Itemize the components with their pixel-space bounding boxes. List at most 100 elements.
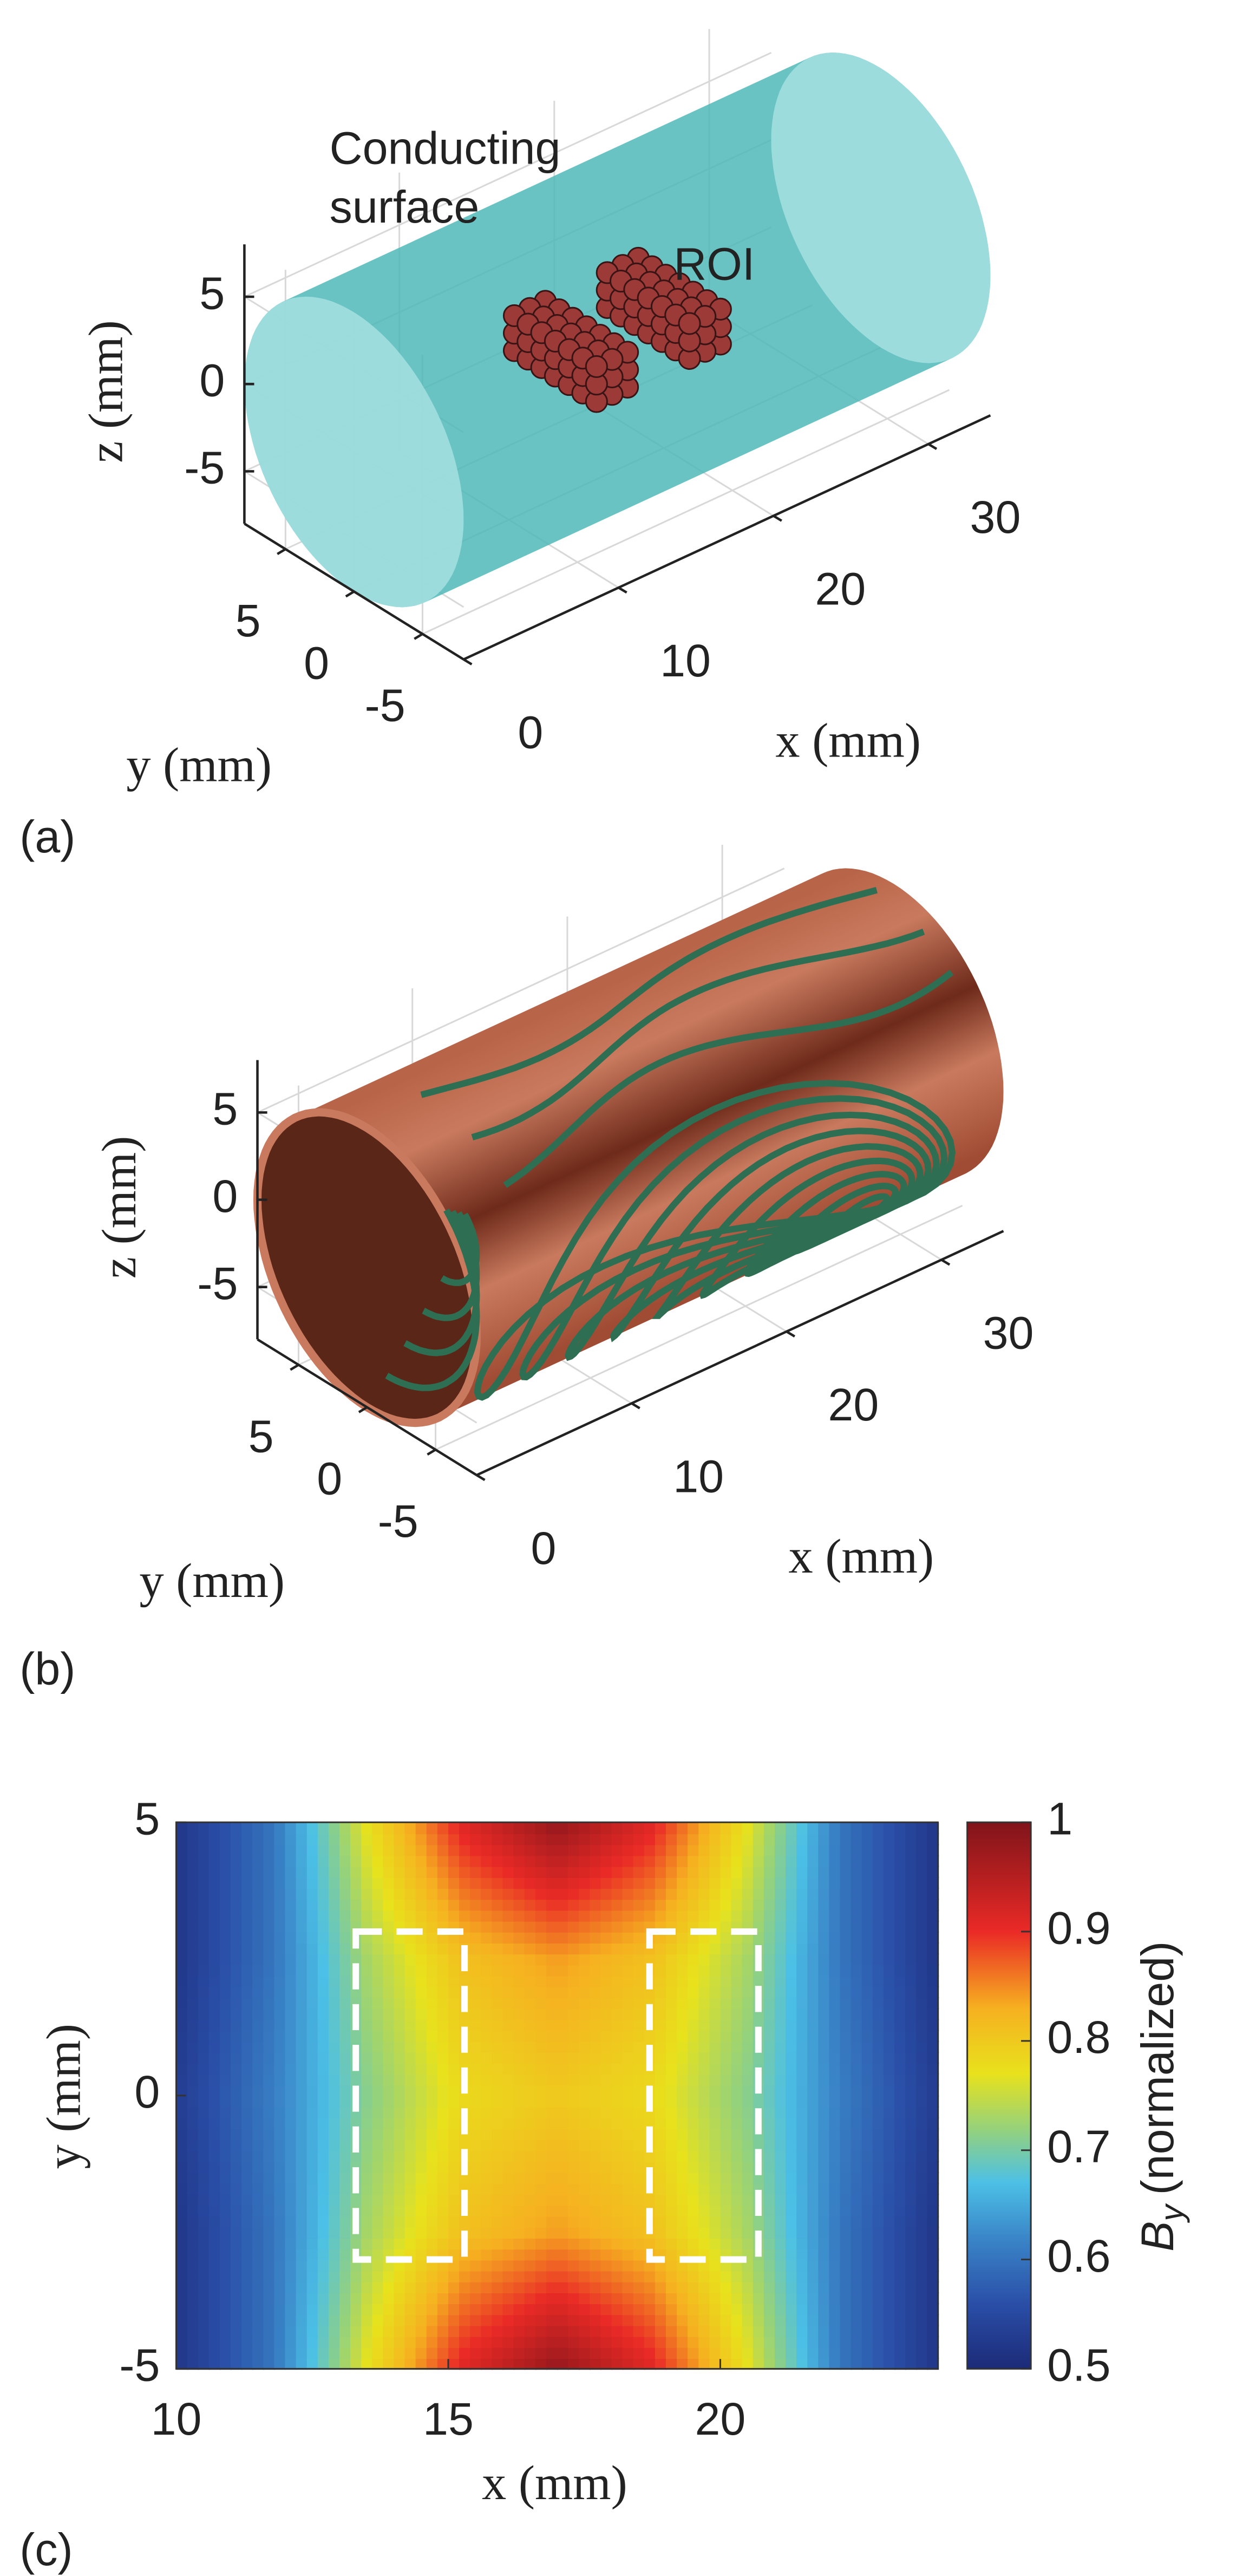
heat-cell bbox=[361, 1855, 374, 1867]
heat-cell bbox=[415, 2347, 428, 2359]
heat-cell bbox=[219, 2019, 232, 2031]
heat-cell bbox=[198, 2139, 210, 2151]
heat-cell bbox=[818, 2347, 830, 2359]
heat-cell bbox=[426, 2150, 439, 2162]
heat-cell bbox=[208, 1931, 221, 1944]
heat-cell bbox=[481, 2238, 493, 2250]
heat-cell bbox=[187, 2117, 199, 2130]
heat-cell bbox=[796, 1920, 809, 1933]
heat-cell bbox=[274, 2161, 286, 2173]
heat-cell bbox=[600, 2292, 613, 2305]
heat-cell bbox=[600, 2303, 613, 2316]
heat-cell bbox=[187, 2325, 199, 2337]
heat-cell bbox=[437, 2358, 449, 2370]
heat-cell bbox=[927, 2161, 939, 2173]
heat-cell bbox=[774, 2325, 787, 2337]
heat-cell bbox=[176, 2325, 188, 2337]
x-tick-label: 10 bbox=[673, 1451, 724, 1502]
heat-cell bbox=[394, 1997, 406, 2010]
heat-cell bbox=[633, 2215, 645, 2228]
heat-cell bbox=[763, 1866, 776, 1878]
heat-cell bbox=[198, 2117, 210, 2130]
heat-cell bbox=[470, 2194, 482, 2206]
heat-cell bbox=[916, 1877, 928, 1889]
heat-cell bbox=[894, 1964, 906, 1977]
heat-cell bbox=[633, 1942, 645, 1955]
heat-cell bbox=[263, 2019, 276, 2031]
heat-cell bbox=[404, 2347, 417, 2359]
heat-cell bbox=[274, 2063, 286, 2075]
heat-cell bbox=[763, 2292, 776, 2305]
roi-box bbox=[352, 1928, 468, 2263]
heat-cell bbox=[786, 2292, 797, 2305]
heat-cell bbox=[807, 2150, 820, 2162]
heat-cell bbox=[622, 2358, 634, 2370]
heat-cell bbox=[535, 2238, 547, 2250]
heat-cell bbox=[763, 1899, 776, 1911]
heat-cell bbox=[535, 1888, 547, 1900]
heat-cell bbox=[361, 2205, 374, 2217]
heat-cell bbox=[665, 2259, 678, 2272]
heat-cell bbox=[883, 2128, 895, 2141]
heat-cell bbox=[742, 2205, 754, 2217]
heat-cell bbox=[851, 2215, 863, 2228]
heat-cell bbox=[448, 1888, 460, 1900]
heat-cell bbox=[655, 2314, 667, 2326]
heat-cell bbox=[546, 2040, 558, 2053]
heat-cell bbox=[296, 2281, 308, 2293]
heat-cell bbox=[546, 1899, 558, 1911]
heat-cell bbox=[535, 1986, 547, 1998]
heat-cell bbox=[829, 1844, 841, 1856]
heat-cell bbox=[285, 2194, 297, 2206]
heat-cell bbox=[502, 2281, 515, 2293]
heat-cell bbox=[415, 2292, 428, 2305]
heat-cell bbox=[187, 2226, 199, 2239]
heat-cell bbox=[448, 2270, 460, 2282]
heat-cell bbox=[383, 1866, 395, 1878]
heat-cell bbox=[763, 2358, 776, 2370]
heat-cell bbox=[470, 1855, 482, 1867]
heat-cell bbox=[927, 2358, 939, 2370]
heat-cell bbox=[230, 2270, 243, 2282]
heat-cell bbox=[252, 2336, 265, 2348]
heat-cell bbox=[633, 2259, 645, 2272]
heat-cell bbox=[263, 2336, 276, 2348]
heat-cell bbox=[688, 2292, 700, 2305]
heat-cell bbox=[590, 1888, 602, 1900]
heat-cell bbox=[786, 1866, 797, 1878]
heat-cell bbox=[590, 2040, 602, 2053]
heat-cell bbox=[763, 2238, 776, 2250]
heat-cell bbox=[535, 2281, 547, 2293]
heat-cell bbox=[579, 2215, 591, 2228]
colorbar-tick-label: 0.8 bbox=[1047, 2012, 1110, 2063]
heat-cell bbox=[916, 1931, 928, 1944]
heat-cell bbox=[763, 2161, 776, 2173]
z-tick-label: 5 bbox=[212, 1084, 238, 1134]
heat-cell bbox=[317, 2325, 330, 2337]
heat-cell bbox=[731, 2314, 743, 2326]
heat-cell bbox=[513, 1866, 526, 1878]
heat-cell bbox=[579, 2172, 591, 2184]
heat-cell bbox=[665, 2139, 678, 2151]
heat-cell bbox=[198, 1844, 210, 1856]
heat-cell bbox=[470, 1888, 482, 1900]
heat-cell bbox=[524, 2139, 537, 2151]
heat-cell bbox=[383, 2347, 395, 2359]
heat-cell bbox=[219, 1877, 232, 1889]
heat-cell bbox=[622, 2106, 634, 2118]
heat-cell bbox=[688, 1877, 700, 1889]
heat-cell bbox=[861, 2336, 874, 2348]
heat-cell bbox=[492, 2215, 504, 2228]
heat-cell bbox=[818, 2139, 830, 2151]
heat-cell bbox=[633, 2139, 645, 2151]
heat-cell bbox=[208, 2161, 221, 2173]
heat-cell bbox=[655, 2040, 667, 2053]
roi-box bbox=[646, 1928, 762, 2263]
heat-cell bbox=[590, 1931, 602, 1944]
heat-cell bbox=[905, 2358, 918, 2370]
heat-cell bbox=[883, 2215, 895, 2228]
heat-cell bbox=[241, 2226, 253, 2239]
heat-cell bbox=[372, 1866, 384, 1878]
heat-cell bbox=[807, 2205, 820, 2217]
heat-cell bbox=[383, 2139, 395, 2151]
